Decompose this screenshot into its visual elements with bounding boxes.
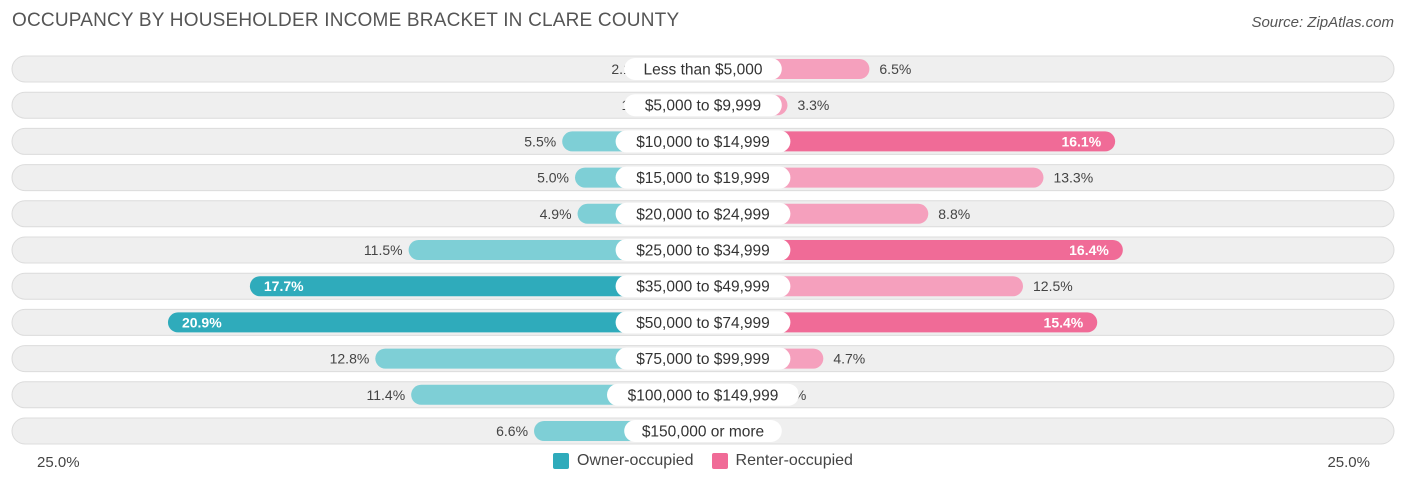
- owner-value-label: 11.4%: [366, 387, 405, 403]
- legend-renter-swatch: [711, 453, 728, 469]
- category-label: $75,000 to $99,999: [636, 351, 770, 368]
- axis-right-label: 25.0%: [1327, 454, 1370, 471]
- category-pill: [607, 383, 799, 406]
- renter-bar: [703, 240, 1123, 260]
- axis-left-label: 25.0%: [37, 454, 80, 471]
- category-pill: [615, 239, 791, 261]
- legend-owner: Owner-occupied: [553, 452, 694, 470]
- renter-value-label: 15.4%: [1044, 314, 1084, 330]
- category-pill: [615, 166, 791, 189]
- category-pill: [615, 130, 791, 153]
- category-label: Less than $5,000: [644, 62, 763, 79]
- category-label: $15,000 to $19,999: [636, 170, 770, 187]
- legend: Owner-occupied Renter-occupied: [0, 452, 1406, 470]
- renter-value-label: 16.4%: [1069, 242, 1109, 258]
- category-pill: [615, 202, 791, 225]
- renter-value-label: 8.8%: [938, 206, 970, 222]
- owner-value-label: 20.9%: [182, 314, 222, 330]
- category-pill: [624, 94, 782, 117]
- category-label: $25,000 to $34,999: [636, 243, 770, 260]
- renter-value-label: 4.7%: [833, 351, 865, 367]
- source-label: Source: ZipAtlas.com: [1251, 14, 1394, 31]
- category-label: $10,000 to $14,999: [636, 134, 770, 151]
- renter-bar: [703, 312, 1098, 333]
- category-label: $35,000 to $49,999: [636, 279, 770, 296]
- owner-value-label: 11.5%: [364, 242, 403, 258]
- renter-value-label: 12.5%: [1033, 278, 1073, 294]
- chart-title: OCCUPANCY BY HOUSEHOLDER INCOME BRACKET …: [12, 10, 680, 31]
- owner-value-label: 5.0%: [537, 170, 569, 186]
- category-label: $150,000 or more: [642, 424, 764, 441]
- legend-renter-label: Renter-occupied: [735, 452, 853, 469]
- category-label: $20,000 to $24,999: [636, 206, 770, 223]
- category-pill: [615, 347, 791, 370]
- renter-value-label: 3.3%: [797, 97, 829, 113]
- category-pill: [624, 420, 782, 442]
- renter-value-label: 13.3%: [1053, 170, 1093, 186]
- renter-value-label: 6.5%: [879, 61, 911, 77]
- category-pill: [624, 58, 782, 80]
- category-pill: [615, 275, 791, 298]
- category-label: $5,000 to $9,999: [645, 98, 761, 115]
- renter-bar: [703, 131, 1116, 152]
- category-pill: [615, 311, 791, 334]
- owner-bar: [249, 276, 703, 297]
- category-label: $100,000 to $149,999: [628, 387, 779, 404]
- category-label: $50,000 to $74,999: [636, 315, 770, 332]
- owner-bar: [167, 312, 703, 333]
- owner-value-label: 5.5%: [524, 133, 556, 149]
- legend-owner-label: Owner-occupied: [577, 452, 694, 469]
- legend-owner-swatch: [553, 453, 570, 469]
- owner-value-label: 4.9%: [540, 206, 572, 222]
- chart: 2.1%6.5%Less than $5,0001.7%3.3%$5,000 t…: [11, 55, 1395, 445]
- owner-value-label: 6.6%: [496, 423, 528, 439]
- renter-value-label: 16.1%: [1061, 133, 1101, 149]
- owner-value-label: 12.8%: [330, 351, 370, 367]
- owner-value-label: 17.7%: [264, 278, 304, 294]
- legend-renter: Renter-occupied: [711, 452, 853, 470]
